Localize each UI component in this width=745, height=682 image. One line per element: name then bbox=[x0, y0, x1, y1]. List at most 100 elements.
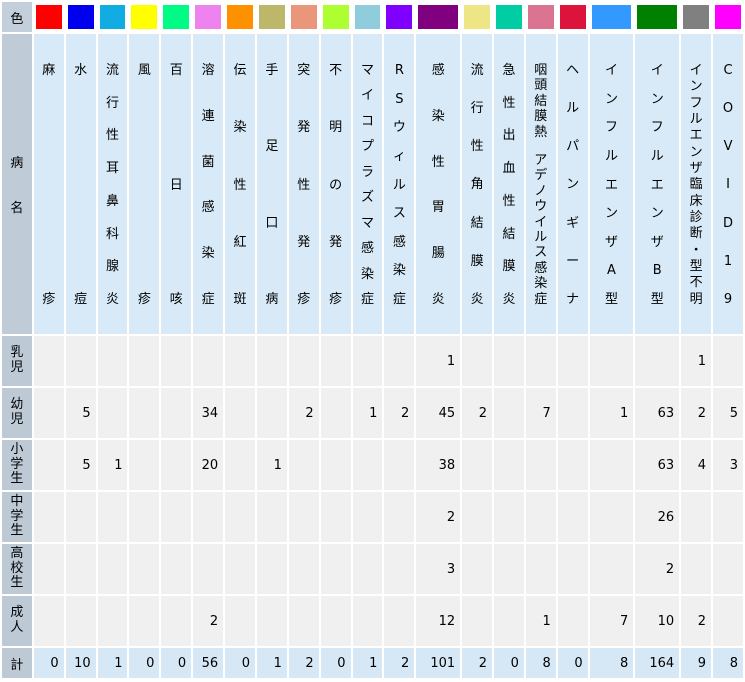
name-char: ザ bbox=[689, 161, 703, 177]
count-cell bbox=[65, 336, 96, 386]
name-char: コ bbox=[360, 113, 374, 129]
age-row: 中学生 2 26 bbox=[2, 492, 743, 542]
name-char: イ bbox=[689, 63, 703, 78]
total-count-cell: 0 bbox=[557, 648, 588, 678]
name-char: 感 bbox=[201, 200, 215, 216]
name-char: 結 bbox=[470, 215, 484, 231]
disease-name-text: 伝染性紅斑 bbox=[225, 34, 255, 334]
count-cell bbox=[129, 440, 160, 490]
swatch-cell bbox=[384, 2, 415, 32]
count-cell bbox=[161, 492, 192, 542]
total-count-cell: 9 bbox=[681, 648, 712, 678]
swatch-cell bbox=[635, 2, 680, 32]
total-count-cell: 10 bbox=[65, 648, 96, 678]
swatch-cell bbox=[97, 2, 128, 32]
swatch-cell bbox=[225, 2, 255, 32]
disease-name-text: 麻疹 bbox=[34, 34, 64, 334]
name-char: 炎 bbox=[106, 291, 120, 307]
count-cell: 20 bbox=[193, 440, 224, 490]
count-cell bbox=[525, 440, 556, 490]
name-char: 発 bbox=[297, 234, 311, 250]
name-char: 床 bbox=[689, 193, 703, 209]
age-row-label: 乳児 bbox=[2, 336, 32, 386]
age-row-label-text: 高校生 bbox=[2, 545, 32, 592]
disease-name-text: 百日咳 bbox=[161, 34, 191, 334]
swatch-cell bbox=[33, 2, 64, 32]
label-char: 乳 bbox=[10, 345, 24, 361]
name-char: 明 bbox=[329, 120, 343, 136]
name-char: 染 bbox=[431, 108, 445, 124]
name-char: エ bbox=[689, 128, 703, 144]
color-swatch bbox=[35, 5, 62, 29]
disease-name-cell: 水痘 bbox=[65, 34, 96, 334]
count-cell bbox=[225, 388, 255, 438]
name-char: V bbox=[723, 139, 733, 155]
label-char: 中 bbox=[10, 493, 24, 509]
disease-name-cell: 咽頭結膜熱アデノウイルス感染症 bbox=[525, 34, 556, 334]
name-char: ズ bbox=[360, 190, 374, 206]
name-char: 腺 bbox=[106, 259, 120, 275]
name-char: 流 bbox=[106, 63, 120, 78]
count-cell: 2 bbox=[681, 596, 712, 646]
name-char: ナ bbox=[566, 291, 580, 307]
disease-name-cell: ヘルパンギーナ bbox=[557, 34, 588, 334]
age-row: 幼児 5 34 2 1 2 45 2 7 1 63 2 5 bbox=[2, 388, 743, 438]
disease-name-cell: 百日咳 bbox=[161, 34, 192, 334]
name-char: ン bbox=[604, 206, 618, 222]
swatch-cell bbox=[681, 2, 712, 32]
count-cell bbox=[97, 492, 128, 542]
count-cell bbox=[713, 492, 743, 542]
label-char: 生 bbox=[10, 523, 24, 539]
total-count-cell: 0 bbox=[494, 648, 524, 678]
total-count-cell: 56 bbox=[193, 648, 224, 678]
name-char: 性 bbox=[106, 128, 120, 144]
count-cell: 2 bbox=[416, 492, 461, 542]
count-cell bbox=[225, 336, 255, 386]
name-char: ウ bbox=[392, 120, 406, 136]
count-cell: 10 bbox=[635, 596, 680, 646]
color-swatch bbox=[559, 5, 586, 29]
count-cell bbox=[320, 336, 351, 386]
count-cell: 2 bbox=[193, 596, 224, 646]
name-char: 胃 bbox=[431, 200, 445, 216]
count-cell: 3 bbox=[713, 440, 743, 490]
disease-name-text: 溶連菌感染症 bbox=[193, 34, 223, 334]
name-char: 咳 bbox=[169, 292, 183, 307]
age-row-label: 高校生 bbox=[2, 544, 32, 594]
name-char: 不 bbox=[329, 63, 343, 78]
count-cell bbox=[557, 336, 588, 386]
count-cell bbox=[320, 544, 351, 594]
count-cell bbox=[352, 492, 383, 542]
name-char: 痘 bbox=[74, 292, 88, 307]
count-cell bbox=[320, 440, 351, 490]
name-char: 出 bbox=[502, 128, 516, 144]
name-char: 性 bbox=[470, 139, 484, 155]
count-cell: 63 bbox=[635, 388, 680, 438]
disease-name-cell: 手足口病 bbox=[256, 34, 287, 334]
label-char: 学 bbox=[10, 456, 24, 472]
name-char: ザ bbox=[604, 234, 618, 250]
disease-name-text: 風疹 bbox=[129, 34, 159, 334]
name-char: 感 bbox=[534, 260, 548, 276]
name-char: 感 bbox=[392, 234, 406, 250]
count-cell bbox=[635, 336, 680, 386]
count-cell: 3 bbox=[416, 544, 461, 594]
name-char: ン bbox=[689, 144, 703, 160]
label-char: 高 bbox=[10, 545, 24, 561]
name-char: 病 bbox=[265, 291, 279, 307]
swatch-cell bbox=[193, 2, 224, 32]
count-cell bbox=[557, 544, 588, 594]
label-char: 生 bbox=[10, 575, 24, 591]
name-char: ン bbox=[566, 177, 580, 193]
count-cell bbox=[462, 544, 493, 594]
swatch-cell bbox=[525, 2, 556, 32]
name-char: 菌 bbox=[201, 154, 215, 170]
count-cell bbox=[65, 544, 96, 594]
count-cell: 5 bbox=[65, 388, 96, 438]
disease-name-text: 感染性胃腸炎 bbox=[416, 34, 460, 334]
name-char: 性 bbox=[233, 177, 247, 193]
name-char: 感 bbox=[360, 241, 374, 257]
age-row: 小学生 5 1 20 1 38 63 4 3 bbox=[2, 440, 743, 490]
